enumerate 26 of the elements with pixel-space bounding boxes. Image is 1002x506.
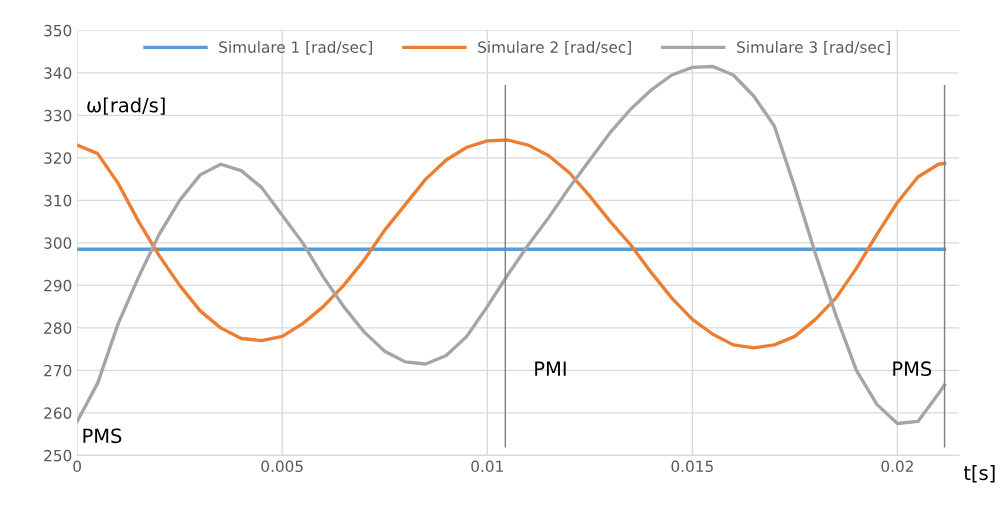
- ref-line-label: PMI: [535, 361, 566, 376]
- line-series: [77, 64, 947, 426]
- annotation: PMS: [83, 428, 122, 444]
- x-tick-label: 0.02: [881, 460, 913, 473]
- y-tick-label: 300: [44, 237, 72, 249]
- legend-label: Simulare 3 [rad/sec]: [737, 41, 890, 55]
- x-tick-label: 0.01: [471, 460, 503, 473]
- legend-label: Simulare 1 [rad/sec]: [219, 41, 372, 55]
- y-axis-title: ω[rad/s]: [87, 97, 165, 115]
- y-tick-label: 340: [44, 67, 72, 79]
- x-axis-title: t[s]: [963, 465, 995, 483]
- x-tick-label: 0.015: [671, 460, 713, 473]
- line-series: [77, 138, 947, 350]
- y-tick-label: 320: [44, 152, 72, 164]
- x-tick-label: 0.005: [261, 460, 303, 473]
- y-tick-label: 280: [44, 322, 72, 334]
- y-tick-label: 250: [44, 449, 72, 462]
- y-tick-label: 290: [44, 279, 72, 292]
- y-tick-label: 270: [44, 364, 72, 377]
- legend-label: Simulare 2 [rad/sec]: [478, 41, 631, 55]
- y-tick-label: 330: [44, 109, 72, 122]
- x-tick-label: 0: [73, 460, 81, 473]
- ref-line-label: PMS: [893, 361, 932, 377]
- y-tick-label: 260: [44, 407, 72, 419]
- y-tick-label: 350: [44, 24, 72, 37]
- y-tick-label: 310: [44, 194, 72, 207]
